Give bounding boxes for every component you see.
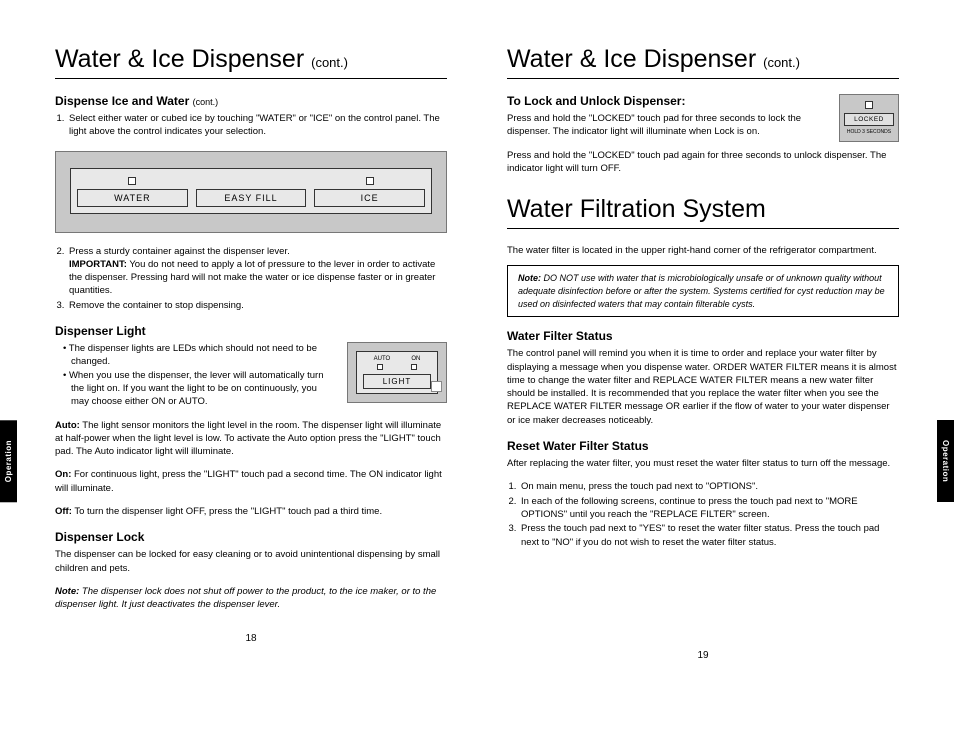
step-2: Press a sturdy container against the dis…	[67, 245, 447, 298]
lock-note: Note: The dispenser lock does not shut o…	[55, 585, 447, 612]
indicator-square	[377, 364, 383, 370]
auto-body: The light sensor monitors the light leve…	[55, 420, 441, 458]
auto-bold: Auto:	[55, 420, 80, 431]
heading-dispenser-light: Dispenser Light	[55, 324, 447, 338]
locked-label: LOCKED	[844, 113, 894, 126]
locked-panel-diagram: LOCKED HOLD 3 SECONDS	[839, 94, 899, 142]
warning-note-box: Note: DO NOT use with water that is micr…	[507, 265, 899, 317]
light-panel-diagram: AUTO ON LIGHT	[347, 342, 447, 403]
step-1: Select either water or cubed ice by touc…	[67, 112, 447, 139]
light-label: LIGHT	[363, 374, 431, 389]
lock-p2: Press and hold the "LOCKED" touch pad ag…	[507, 149, 899, 176]
on-paragraph: On: For continuous light, press the "LIG…	[55, 468, 447, 495]
easyfill-label: EASY FILL	[196, 189, 307, 207]
note-body: The dispenser lock does not shut off pow…	[55, 586, 436, 610]
heading-cont: (cont.)	[193, 97, 219, 107]
indicator-square	[411, 364, 417, 370]
page-title-right: Water & Ice Dispenser (cont.)	[507, 45, 899, 74]
water-button-diagram: WATER	[77, 177, 188, 207]
off-body: To turn the dispenser light OFF, press t…	[72, 506, 382, 517]
heading-dispense: Dispense Ice and Water (cont.)	[55, 94, 447, 108]
side-tab-left: Operation	[0, 420, 17, 502]
reset-intro: After replacing the water filter, you mu…	[507, 457, 899, 470]
page-number-right: 19	[507, 649, 899, 663]
ice-label: ICE	[314, 189, 425, 207]
note-label: Note:	[55, 586, 79, 597]
note-body: DO NOT use with water that is microbiolo…	[518, 273, 885, 308]
divider	[507, 228, 899, 229]
page-left: Water & Ice Dispenser (cont.) Dispense I…	[55, 45, 447, 663]
indicator-square	[366, 177, 374, 185]
reset-step-2: In each of the following screens, contin…	[519, 495, 899, 522]
divider	[55, 78, 447, 79]
title-text: Water & Ice Dispenser	[507, 45, 756, 73]
important-label: IMPORTANT:	[69, 259, 127, 270]
control-panel-diagram: WATER EASY FILL ICE	[55, 151, 447, 233]
heading-filtration: Water Filtration System	[507, 195, 899, 224]
heading-text: Dispense Ice and Water	[55, 94, 189, 108]
page-title-left: Water & Ice Dispenser (cont.)	[55, 45, 447, 74]
on-body: For continuous light, press the "LIGHT" …	[55, 469, 442, 493]
lock-text: The dispenser can be locked for easy cle…	[55, 548, 447, 575]
title-cont: (cont.)	[763, 55, 800, 70]
auto-paragraph: Auto: The light sensor monitors the ligh…	[55, 419, 447, 459]
reset-step-3: Press the touch pad next to "YES" to res…	[519, 522, 899, 549]
filtration-intro: The water filter is located in the upper…	[507, 244, 899, 257]
side-tab-right: Operation	[937, 420, 954, 502]
heading-filter-status: Water Filter Status	[507, 329, 899, 343]
on-bold: On:	[55, 469, 71, 480]
page-number-left: 18	[55, 632, 447, 646]
page-spread: Water & Ice Dispenser (cont.) Dispense I…	[0, 0, 954, 693]
on-label: ON	[411, 356, 420, 362]
water-label: WATER	[77, 189, 188, 207]
locked-sub: HOLD 3 SECONDS	[844, 129, 894, 135]
title-text: Water & Ice Dispenser	[55, 45, 304, 73]
divider	[507, 78, 899, 79]
easyfill-button-diagram: EASY FILL	[196, 177, 307, 207]
step-3: Remove the container to stop dispensing.	[67, 299, 447, 312]
off-paragraph: Off: To turn the dispenser light OFF, pr…	[55, 505, 447, 518]
heading-dispenser-lock: Dispenser Lock	[55, 530, 447, 544]
indicator-square	[865, 101, 873, 109]
note-label: Note:	[518, 273, 541, 283]
panel-inner: WATER EASY FILL ICE	[70, 168, 432, 214]
heading-reset-status: Reset Water Filter Status	[507, 439, 899, 453]
page-right: Water & Ice Dispenser (cont.) LOCKED HOL…	[507, 45, 899, 663]
reset-step-1: On main menu, press the touch pad next t…	[519, 480, 899, 493]
sensor-square	[431, 381, 442, 392]
title-cont: (cont.)	[311, 55, 348, 70]
auto-label: AUTO	[374, 356, 391, 362]
filter-status-text: The control panel will remind you when i…	[507, 347, 899, 427]
off-bold: Off:	[55, 506, 72, 517]
step2-text: Press a sturdy container against the dis…	[69, 246, 290, 257]
ice-button-diagram: ICE	[314, 177, 425, 207]
indicator-square	[128, 177, 136, 185]
